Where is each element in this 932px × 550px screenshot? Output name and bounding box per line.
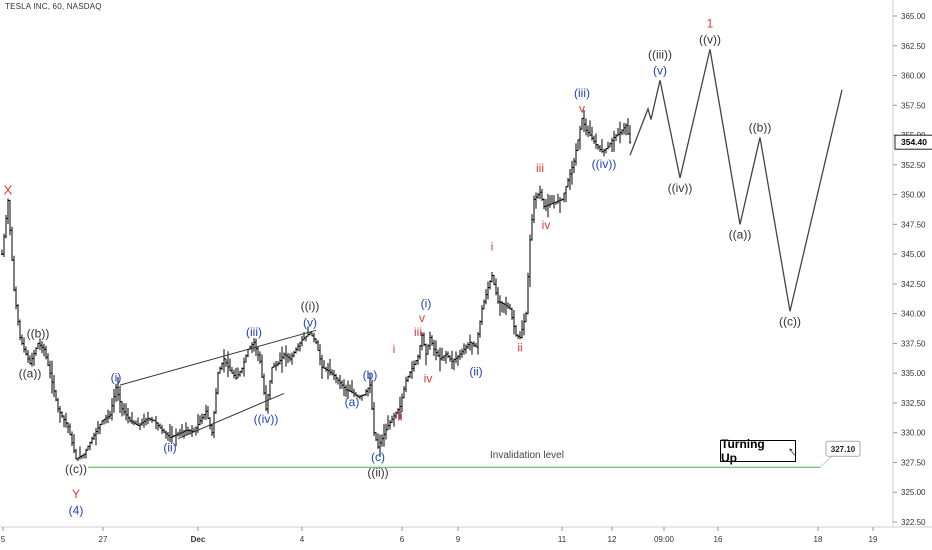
time-tick-label: 09:00 (654, 535, 675, 544)
time-tick-label: 4 (300, 535, 305, 544)
projection-wave-label: ((a)) (729, 227, 752, 241)
invalidation-label: Invalidation level (490, 450, 564, 461)
price-tick-label: 340.00 (901, 310, 926, 319)
turning-up-badge: Turning Up ↑ (720, 437, 799, 465)
projection-wave-label: ((b)) (749, 120, 772, 134)
wave-label: (i) (111, 370, 122, 384)
wave-label: ((b)) (27, 326, 50, 340)
wave-label: Y (72, 487, 80, 501)
wave-label: ((iv)) (592, 157, 617, 171)
price-tick-label: 335.00 (901, 369, 926, 378)
wave-label: iii (414, 325, 422, 339)
invalidation-price-tag (825, 440, 861, 457)
turning-up-label: Turning Up (721, 437, 765, 465)
projection-wave-label: ((c)) (779, 314, 801, 328)
price-tick-label: 332.50 (901, 399, 926, 408)
wave-label: (iii) (246, 325, 262, 339)
price-tick-label: 350.00 (901, 191, 926, 200)
projection-wave-label: (v) (653, 63, 667, 77)
price-tick-label: 325.00 (901, 488, 926, 497)
wave-label: ii (517, 340, 522, 354)
projection-wave-label: ((v)) (699, 32, 721, 46)
wave-label: (a) (345, 395, 360, 409)
price-tick-label: 347.50 (901, 220, 926, 229)
time-tick-label: 16 (714, 535, 723, 544)
projection-wave-label: 1 (707, 16, 714, 30)
wave-label: (i) (421, 297, 432, 311)
wave-label: iv (542, 218, 551, 232)
projection-wave-label: ((iii)) (648, 47, 672, 61)
wave-label: ((c)) (65, 462, 87, 476)
wave-label: (v) (303, 316, 317, 330)
price-tick-label: 365.00 (901, 12, 926, 21)
time-tick-label: 11 (558, 535, 567, 544)
wave-label: i (491, 239, 494, 253)
time-tick-label: 12 (608, 535, 617, 544)
time-tick-label: 5 (1, 535, 6, 544)
wave-label: iii (536, 161, 544, 175)
wave-label: i (393, 342, 396, 356)
time-tick-label: 6 (400, 535, 405, 544)
wedge-upper-line (119, 329, 317, 386)
wedge-lower-line (177, 392, 285, 440)
price-tick-label: 330.00 (901, 429, 926, 438)
price-tick-label: 342.50 (901, 280, 926, 289)
time-tick-label: Dec (191, 535, 206, 544)
time-tick-label: 27 (99, 535, 108, 544)
price-tick-label: 345.00 (901, 250, 926, 259)
time-tick-label: 19 (869, 535, 878, 544)
time-tick-label: 18 (814, 535, 823, 544)
price-tick-label: 327.50 (901, 458, 926, 467)
wave-label: (b) (363, 368, 378, 382)
invalidation-callout-line (819, 454, 834, 468)
wave-label: (c) (371, 450, 385, 464)
price-tick-label: 352.50 (901, 161, 926, 170)
wave-label: (4) (69, 504, 84, 518)
wave-label: (ii) (469, 364, 482, 378)
wave-label: v (579, 101, 585, 115)
price-tick-label: 360.00 (901, 72, 926, 81)
projection-wave-label: ((iv)) (668, 181, 693, 195)
wave-label: ((ii)) (367, 465, 388, 479)
wave-label: ii (397, 410, 402, 424)
wave-label: ((a)) (19, 367, 42, 381)
price-tick-label: 362.50 (901, 42, 926, 51)
price-tick-label: 322.50 (901, 518, 926, 527)
wave-label: ((i)) (301, 299, 320, 313)
time-tick-label: 9 (456, 535, 461, 544)
last-price-label: 354.40 (901, 137, 927, 147)
chart-title: TESLA INC, 60, NASDAQ (5, 2, 102, 11)
invalidation-price-label: 327.10 (831, 445, 856, 454)
wave-label: ((iv)) (254, 412, 279, 426)
price-tick-label: 357.50 (901, 101, 926, 110)
wave-label: (ii) (163, 440, 176, 454)
wave-label: X (4, 183, 13, 198)
projection-path (629, 49, 843, 312)
wave-label: v (419, 311, 425, 325)
last-price-tag (894, 134, 932, 150)
wave-label: (iii) (574, 86, 590, 100)
wave-label: iv (424, 371, 433, 385)
price-tick-label: 337.50 (901, 339, 926, 348)
